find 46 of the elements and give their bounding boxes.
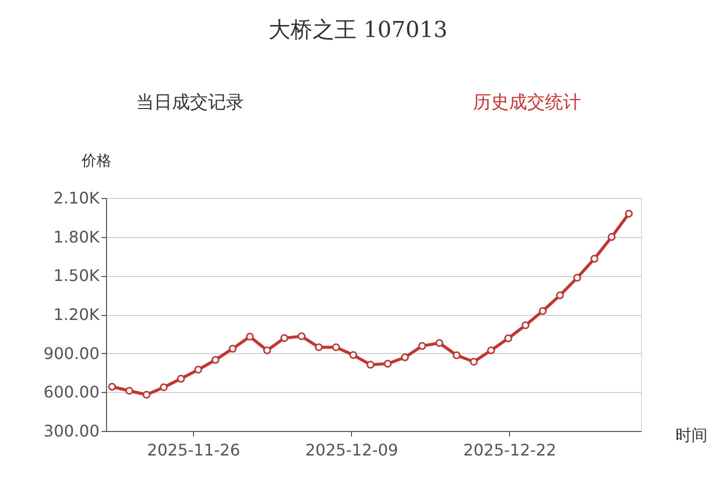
y-tick-label: 2.10K [53, 188, 100, 208]
point [177, 374, 185, 383]
point [487, 346, 495, 354]
x-tick-label: 2025-12-09 [305, 440, 398, 460]
point [418, 342, 426, 350]
point [624, 210, 633, 218]
x-tick-label: 2025-11-26 [147, 440, 240, 460]
x-tick-label: 2025-12-22 [463, 440, 556, 460]
point [228, 344, 237, 353]
point [125, 386, 134, 395]
point [435, 339, 444, 347]
point [366, 360, 374, 369]
point [108, 382, 116, 391]
point [349, 351, 358, 359]
y-axis-title: 价格 [80, 152, 112, 170]
point [314, 343, 323, 352]
x-axis-title: 时间 [676, 426, 708, 444]
y-tick-label: 600.00 [44, 382, 100, 402]
text: 当日成交记录 [136, 92, 244, 113]
y-tick-label: 900.00 [44, 344, 100, 363]
point [332, 343, 340, 352]
point [160, 383, 168, 392]
y-tick-label: 1.20K [53, 305, 100, 324]
point [298, 332, 306, 340]
point [522, 321, 530, 330]
point [401, 353, 409, 362]
point [504, 334, 512, 342]
point [470, 358, 478, 366]
point [384, 360, 392, 368]
point [194, 366, 202, 374]
point [263, 346, 272, 354]
y-tick-label: 300.00 [44, 422, 100, 440]
point [280, 334, 288, 342]
y-tick-label: 1.80K [53, 227, 100, 246]
text: 历史成交统计 [473, 92, 581, 113]
point [556, 291, 564, 300]
point [212, 356, 220, 364]
y-tick-label: 1.50K [53, 266, 100, 286]
chart-title: 大桥之王 107013 [268, 18, 448, 43]
point [452, 351, 460, 360]
point [590, 254, 598, 263]
point [246, 332, 254, 341]
point [142, 390, 150, 399]
point [573, 274, 582, 282]
point [608, 233, 616, 241]
point [538, 307, 547, 315]
